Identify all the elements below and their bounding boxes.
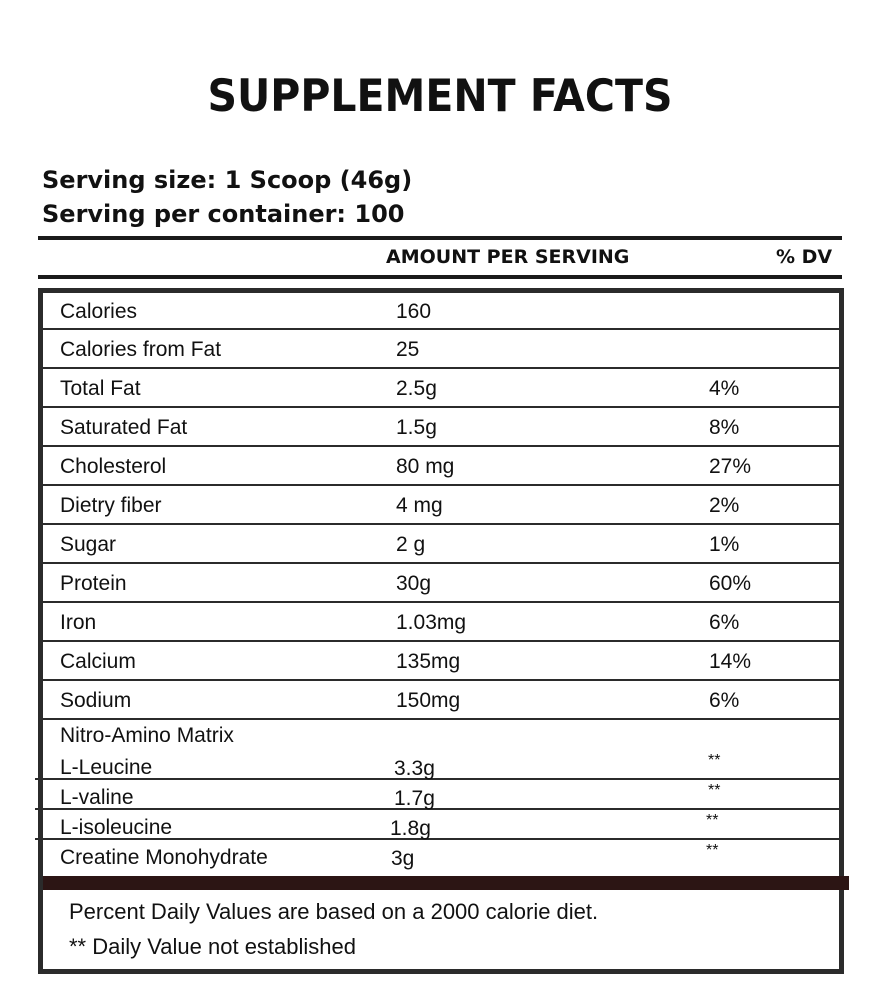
nutrient-amount: 160 [396, 300, 432, 323]
nutrient-name: Calcium [60, 650, 136, 673]
nutrient-name: Dietry fiber [60, 494, 162, 517]
nutrient-name: Sugar [60, 533, 117, 556]
nutrient-name: Protein [60, 572, 127, 595]
matrix-title-row: Nitro-Amino Matrix [43, 720, 839, 750]
nutrient-dv: 2% [709, 494, 740, 517]
nutrient-name: Calories [60, 300, 138, 323]
ingredient-dv: ** [706, 812, 719, 829]
rule-stub [35, 808, 41, 810]
nutrient-amount: 80 mg [396, 455, 455, 478]
ingredient-dv: ** [708, 782, 721, 799]
amount-header: AMOUNT PER SERVING [386, 246, 630, 268]
rule-stub [35, 778, 41, 780]
table-row: Calcium 135mg 14% [43, 642, 839, 681]
nutrient-name: Iron [60, 611, 97, 634]
ingredient-amount: 3.3g [394, 757, 435, 780]
nutrient-name: Cholesterol [60, 455, 167, 478]
table-divider-bar [43, 876, 849, 890]
nutrient-amount: 1.03mg [396, 611, 467, 634]
nutrient-dv: 1% [709, 533, 740, 556]
nutrient-name: Calories from Fat [60, 338, 222, 361]
nutrient-amount: 30g [396, 572, 432, 595]
nutrient-dv: 6% [709, 611, 740, 634]
nutrient-amount: 2.5g [396, 377, 437, 400]
nutrient-amount: 150mg [396, 689, 461, 712]
table-row: Sodium 150mg 6% [43, 681, 839, 720]
table-row: Sugar 2 g 1% [43, 525, 839, 564]
table-row: Iron 1.03mg 6% [43, 603, 839, 642]
ingredient-dv: ** [708, 752, 721, 769]
dv-header: % DV [776, 246, 833, 268]
header-top-rule [38, 236, 842, 240]
ingredient-name: L-valine [60, 786, 134, 809]
nutrient-amount: 25 [396, 338, 420, 361]
matrix-row: L-valine 1.7g ** [43, 780, 839, 810]
ingredient-name: L-Leucine [60, 756, 153, 779]
nutrient-dv: 6% [709, 689, 740, 712]
ingredient-name: Creatine Monohydrate [60, 846, 268, 869]
ingredient-amount: 1.8g [390, 817, 431, 840]
ingredient-amount: 1.7g [394, 787, 435, 810]
table-row: Calories from Fat 25 [43, 330, 839, 369]
nutrient-amount: 135mg [396, 650, 461, 673]
nutrient-name: Total Fat [60, 377, 141, 400]
nutrient-name: Saturated Fat [60, 416, 188, 439]
table-row: Calories 160 [43, 293, 839, 330]
footnote-not-established: ** Daily Value not established [69, 934, 356, 959]
matrix-row: L-Leucine 3.3g ** [43, 750, 839, 780]
ingredient-dv: ** [706, 842, 719, 859]
header-bottom-rule [38, 275, 842, 279]
matrix-title: Nitro-Amino Matrix [60, 724, 234, 747]
nutrient-dv: 4% [709, 377, 740, 400]
serving-size: Serving size: 1 Scoop (46g) [42, 166, 413, 194]
rule-stub [35, 838, 41, 840]
ingredient-name: L-isoleucine [60, 816, 173, 839]
table-row: Cholesterol 80 mg 27% [43, 447, 839, 486]
nutrient-dv: 14% [709, 650, 752, 673]
nutrition-table: Calories 160 Calories from Fat 25 Total Fat 2… [35, 288, 849, 974]
nutrient-amount: 4 mg [396, 494, 443, 517]
nutrient-dv: 8% [709, 416, 740, 439]
footnote-daily-values: Percent Daily Values are based on a 2000… [69, 899, 599, 924]
table-row: Protein 30g 60% [43, 564, 839, 603]
table-row: Saturated Fat 1.5g 8% [43, 408, 839, 447]
nutrient-amount: 1.5g [396, 416, 437, 439]
table-row: Total Fat 2.5g 4% [43, 369, 839, 408]
matrix-row: Creatine Monohydrate 3g ** [43, 840, 839, 870]
table-row: Dietry fiber 4 mg 2% [43, 486, 839, 525]
matrix-row: L-isoleucine 1.8g ** [43, 810, 839, 840]
nutrient-name: Sodium [60, 689, 132, 712]
page-title: SUPPLEMENT FACTS [207, 70, 673, 122]
nutrient-amount: 2 g [396, 533, 426, 556]
nutrient-dv: 27% [709, 455, 752, 478]
ingredient-amount: 3g [391, 847, 415, 870]
nutrient-dv: 60% [709, 572, 752, 595]
servings-per-container: Serving per container: 100 [42, 200, 405, 228]
